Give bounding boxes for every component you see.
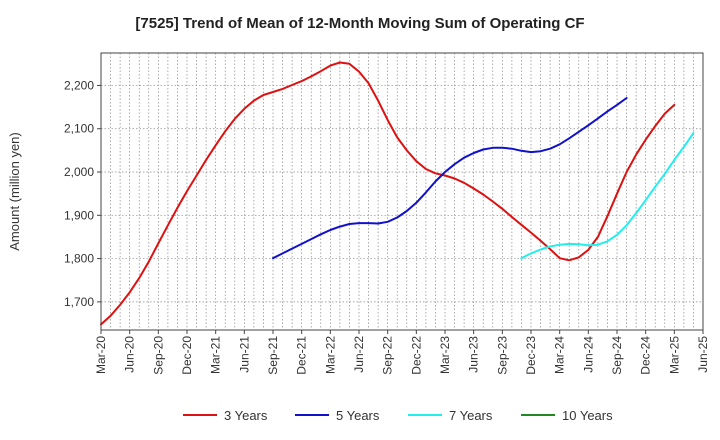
y-tick-label: 1,700 [64, 295, 94, 309]
x-tick-label: Sep-24 [610, 336, 624, 375]
legend-label: 3 Years [224, 408, 268, 423]
y-tick-label: 1,900 [64, 208, 94, 222]
x-tick-label: Jun-22 [352, 336, 366, 373]
x-tick-label: Jun-20 [123, 336, 137, 373]
x-tick-label: Mar-22 [323, 336, 337, 374]
series-lines [100, 61, 695, 326]
grid [100, 53, 704, 330]
legend-label: 10 Years [562, 408, 613, 423]
x-tick-label: Jun-21 [237, 336, 251, 373]
x-tick-label: Dec-23 [524, 336, 538, 375]
chart-title: [7525] Trend of Mean of 12-Month Moving … [135, 15, 584, 32]
x-tick-label: Sep-20 [151, 336, 165, 375]
x-tick-label: Dec-21 [295, 336, 309, 375]
x-tick-label: Sep-23 [495, 336, 509, 375]
y-tick-label: 1,800 [64, 252, 94, 266]
legend-label: 5 Years [336, 408, 380, 423]
y-axis-ticks: 1,700 1,800 1,900 2,000 2,100 2,200 [64, 78, 101, 309]
legend: 3 Years 5 Years 7 Years 10 Years [183, 408, 613, 423]
plot-frame [100, 52, 704, 331]
x-tick-label: Mar-20 [94, 336, 108, 374]
x-tick-label: Mar-23 [438, 336, 452, 374]
x-tick-label: Jun-24 [581, 336, 595, 373]
legend-label: 7 Years [449, 408, 493, 423]
x-tick-label: Dec-20 [180, 336, 194, 375]
series-line-5-years [272, 97, 628, 260]
x-tick-label: Dec-22 [409, 336, 423, 375]
x-tick-label: Sep-21 [266, 336, 280, 375]
x-tick-label: Mar-24 [553, 336, 567, 374]
series-line-7-years [520, 132, 695, 260]
y-tick-label: 2,000 [64, 165, 94, 179]
x-tick-label: Jun-25 [696, 336, 710, 373]
y-axis-label: Amount (million yen) [7, 132, 22, 251]
x-tick-label: Mar-25 [667, 336, 681, 374]
y-tick-label: 2,100 [64, 122, 94, 136]
y-tick-label: 2,200 [64, 78, 94, 92]
x-tick-label: Mar-21 [209, 336, 223, 374]
x-axis-ticks: Mar-20 Jun-20 Sep-20 Dec-20 Mar-21 Jun-21 Sep-… [94, 330, 710, 375]
series-line-3-years [100, 61, 676, 326]
x-tick-label: Dec-24 [639, 336, 653, 375]
x-tick-label: Jun-23 [467, 336, 481, 373]
x-tick-label: Sep-22 [381, 336, 395, 375]
